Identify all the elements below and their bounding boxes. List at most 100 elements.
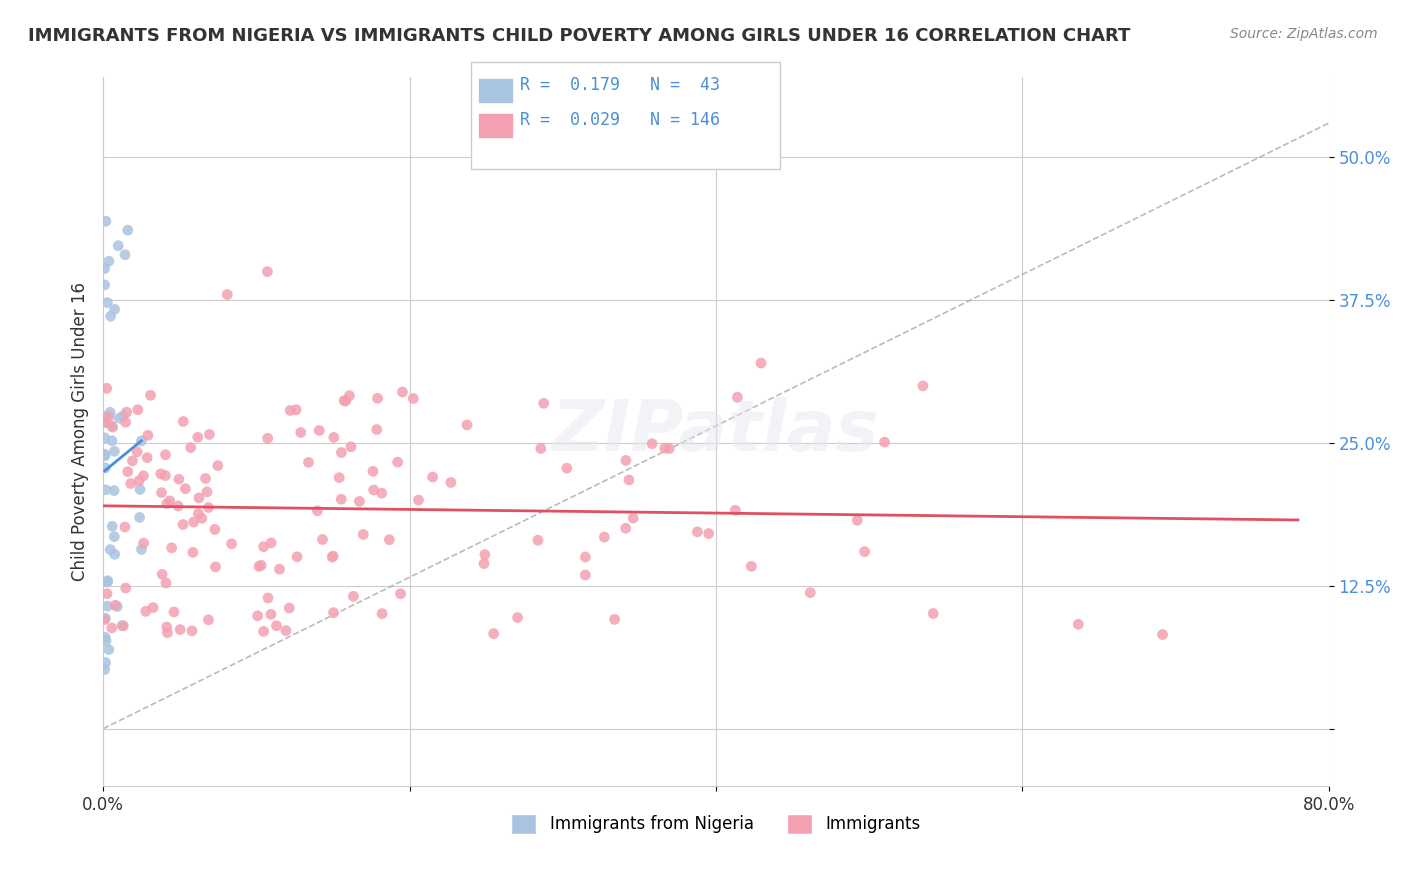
Point — [408, 493, 430, 508]
Point — [614, 521, 637, 535]
Point — [97, 254, 120, 268]
Point — [246, 608, 269, 623]
Point — [911, 379, 934, 393]
Point — [93, 277, 115, 292]
Point — [103, 483, 125, 498]
Point — [117, 465, 139, 479]
Point — [371, 607, 394, 621]
Point — [136, 428, 159, 442]
Point — [361, 464, 384, 478]
Point — [285, 549, 308, 564]
Point — [93, 416, 115, 430]
Point — [378, 533, 401, 547]
Point — [121, 454, 143, 468]
Text: ZIPatlas: ZIPatlas — [553, 397, 880, 467]
Point — [307, 504, 329, 518]
Point — [136, 450, 159, 465]
Point — [94, 656, 117, 670]
Point — [593, 530, 616, 544]
Point — [440, 475, 463, 490]
Point — [100, 621, 122, 635]
Point — [156, 620, 179, 634]
Point — [94, 631, 117, 645]
Point — [180, 441, 202, 455]
Point — [94, 460, 117, 475]
Point — [156, 625, 179, 640]
Point — [274, 624, 297, 638]
Point — [111, 618, 134, 632]
Point — [641, 436, 664, 450]
Point — [749, 356, 772, 370]
Point — [308, 424, 330, 438]
Point — [142, 600, 165, 615]
Point — [574, 568, 596, 582]
Point — [127, 444, 149, 458]
Point — [93, 613, 115, 627]
Point — [97, 574, 120, 588]
Point — [366, 392, 388, 406]
Point — [172, 415, 194, 429]
Point — [266, 618, 288, 632]
Point — [352, 527, 374, 541]
Point — [108, 411, 131, 425]
Point — [101, 519, 124, 533]
Point — [256, 265, 278, 279]
Point — [322, 549, 344, 563]
Point — [93, 431, 115, 445]
Point — [422, 470, 444, 484]
Point — [94, 415, 117, 429]
Point — [330, 445, 353, 459]
Point — [204, 523, 226, 537]
Point — [207, 458, 229, 473]
Point — [574, 549, 596, 564]
Point — [530, 442, 553, 456]
Point — [330, 492, 353, 507]
Point — [135, 604, 157, 618]
Point — [94, 633, 117, 648]
Point — [194, 471, 217, 485]
Point — [389, 587, 412, 601]
Point — [172, 517, 194, 532]
Point — [94, 483, 117, 497]
Point — [129, 483, 152, 497]
Text: IMMIGRANTS FROM NIGERIA VS IMMIGRANTS CHILD POVERTY AMONG GIRLS UNDER 16 CORRELA: IMMIGRANTS FROM NIGERIA VS IMMIGRANTS CH… — [28, 27, 1130, 45]
Point — [621, 511, 644, 525]
Point — [100, 310, 122, 324]
Point — [114, 415, 136, 429]
Point — [333, 393, 356, 408]
Point — [853, 544, 876, 558]
Point — [150, 485, 173, 500]
Point — [163, 605, 186, 619]
Point — [278, 403, 301, 417]
Point — [697, 526, 720, 541]
Point — [1152, 627, 1174, 641]
Point — [94, 449, 117, 463]
Point — [98, 542, 121, 557]
Point — [311, 533, 333, 547]
Point — [155, 576, 177, 591]
Point — [150, 567, 173, 582]
Point — [159, 494, 181, 508]
Point — [132, 468, 155, 483]
Text: Source: ZipAtlas.com: Source: ZipAtlas.com — [1230, 27, 1378, 41]
Point — [97, 574, 120, 589]
Point — [555, 461, 578, 475]
Point — [297, 455, 319, 469]
Point — [391, 384, 413, 399]
Point — [131, 434, 153, 448]
Point — [617, 473, 640, 487]
Point — [260, 607, 283, 622]
Point — [269, 562, 291, 576]
Point — [527, 533, 550, 548]
Point — [335, 393, 357, 408]
Point — [93, 409, 115, 424]
Point — [127, 402, 149, 417]
Text: R =  0.029   N = 146: R = 0.029 N = 146 — [520, 112, 720, 129]
Point — [456, 417, 478, 432]
Point — [402, 392, 425, 406]
Point — [506, 610, 529, 624]
Point — [149, 467, 172, 481]
Point — [603, 612, 626, 626]
Point — [96, 587, 118, 601]
Point — [98, 405, 121, 419]
